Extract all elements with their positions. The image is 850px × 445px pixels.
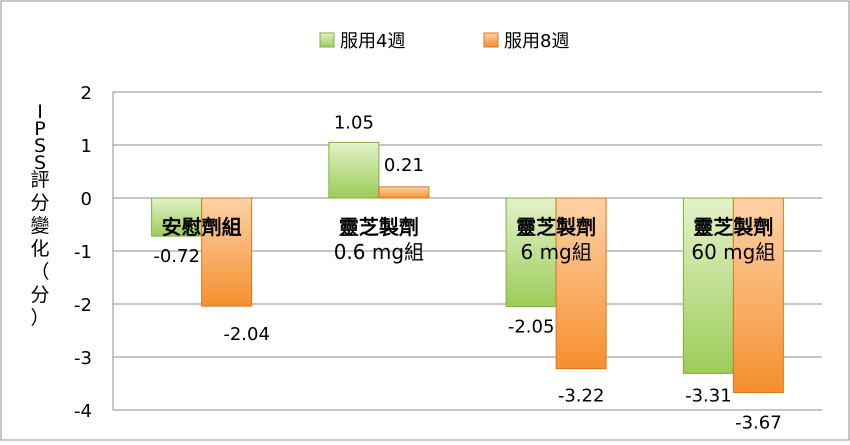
category-label: 0.6 mg組 <box>334 240 424 264</box>
category-label: 靈芝製劑 <box>339 215 419 239</box>
data-label: -3.22 <box>558 386 605 407</box>
y-axis-title-char: 變 <box>30 215 49 237</box>
y-tick-label: -4 <box>74 401 92 422</box>
y-axis-title-char: S <box>34 135 46 157</box>
data-label: -2.05 <box>508 317 555 338</box>
category-label: 60 mg組 <box>691 240 775 264</box>
bar-series-1-cat-4 <box>682 197 734 374</box>
legend-swatch <box>319 32 335 48</box>
bar-series-1-cat-2 <box>328 141 380 199</box>
y-tick-label: -1 <box>74 242 92 263</box>
category-label: 6 mg組 <box>520 240 591 264</box>
y-tick-label: 2 <box>81 83 92 104</box>
data-label: -2.04 <box>223 324 270 345</box>
y-axis-title-char: 評 <box>30 169 49 191</box>
bar-series-1-cat-1 <box>151 197 203 237</box>
bar-series-2-cat-4 <box>732 197 784 394</box>
bar-series-2-cat-2 <box>378 186 430 199</box>
y-axis-title-char: P <box>34 118 45 140</box>
category-label: 靈芝製劑 <box>516 215 596 239</box>
legend-label: 服用8週 <box>504 31 569 52</box>
y-axis-title-char: 分 <box>30 192 49 214</box>
legend: 服用4週 服用8週 <box>319 31 569 52</box>
y-tick-label: -3 <box>74 348 92 369</box>
bar-series-2-cat-1 <box>201 197 253 307</box>
data-label: -0.72 <box>153 246 200 267</box>
data-label: -3.31 <box>685 385 732 406</box>
y-axis-title-char: I <box>37 101 43 123</box>
y-tick-label: -2 <box>74 295 92 316</box>
y-axis-title-char: ） <box>30 307 49 329</box>
legend-swatch <box>483 32 499 48</box>
legend-label: 服用4週 <box>340 31 405 52</box>
data-label: 0.21 <box>384 155 424 176</box>
category-label: 安慰劑組 <box>162 215 242 239</box>
y-axis-title-char: 分 <box>30 284 49 306</box>
y-axis-title-char: 化 <box>30 238 49 260</box>
y-axis-title-char: S <box>34 152 46 174</box>
y-axis-title-char: （ <box>30 261 49 283</box>
data-label: -3.67 <box>735 413 782 434</box>
y-tick-label: 1 <box>81 136 92 157</box>
category-label: 靈芝製劑 <box>693 215 773 239</box>
bar-series-2-cat-3 <box>555 197 607 370</box>
data-label: 1.05 <box>334 112 374 133</box>
y-tick-label: 0 <box>81 189 92 210</box>
